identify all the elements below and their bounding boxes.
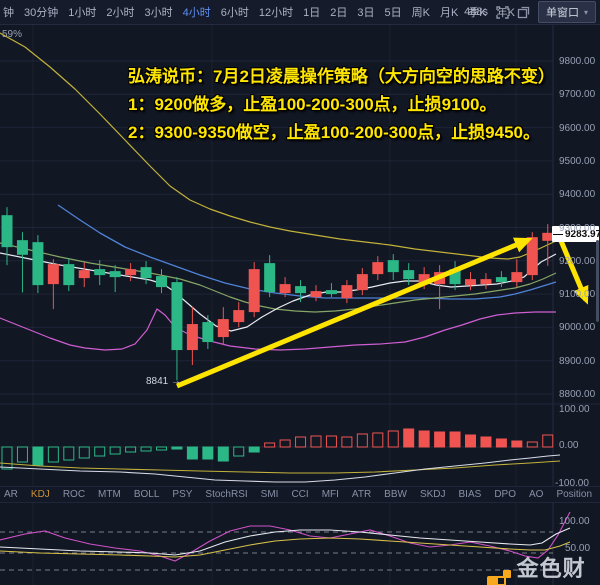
indicator-tab-MTM[interactable]: MTM — [98, 489, 121, 500]
timeframe-3日[interactable]: 3日 — [357, 7, 375, 19]
indicator-tab-AR[interactable]: AR — [4, 489, 18, 500]
low-price-callout: 8841 → — [146, 376, 182, 387]
last-price-value: 9283.97 — [565, 228, 600, 240]
timeframe-30分钟[interactable]: 30分钟 — [24, 7, 59, 19]
kdj-lines — [0, 511, 571, 571]
indicator-tab-Position[interactable]: Position — [556, 489, 593, 500]
indicator-tab-BBW[interactable]: BBW — [384, 489, 407, 500]
oscillator-tick: 0.00 — [559, 440, 579, 451]
watermark-text: 金色财经 — [516, 556, 586, 581]
timeframe-1日[interactable]: 1日 — [303, 7, 321, 19]
chevron-down-icon: ▾ — [583, 7, 588, 17]
timeframe-5日[interactable]: 5日 — [384, 7, 402, 19]
candle-countdown: 488s — [464, 6, 488, 18]
percent-readout: 59% — [2, 29, 23, 40]
main-chart-canvas[interactable] — [0, 24, 600, 585]
indicator-tab-AO[interactable]: AO — [528, 489, 544, 500]
indicator-tab-CCI[interactable]: CCI — [291, 489, 309, 500]
timeframe-12小时[interactable]: 12小时 — [258, 7, 294, 19]
price-tick: 9300.00 — [559, 222, 596, 234]
window-mode-label: 单窗口 — [545, 7, 579, 19]
new-window-icon[interactable] — [517, 6, 530, 19]
oscillator-tick: -100.00 — [555, 478, 589, 489]
indicator-tab-PSY[interactable]: PSY — [172, 489, 193, 500]
indicator-tab-DPO[interactable]: DPO — [494, 489, 516, 500]
strategy-annotation: 弘涛说币：7月2日凌晨操作策略（大方向空的思路不变） 1：9200做多，止盈10… — [128, 63, 555, 147]
oscillator-tick: 100.00 — [559, 404, 590, 415]
indicator-tab-ATR[interactable]: ATR — [351, 489, 372, 500]
annotation-line-3: 2：9300-9350做空，止盈100-200-300点，止损9450。 — [128, 123, 540, 142]
gridlines — [0, 24, 600, 585]
watermark: 金色财经 — [487, 551, 600, 585]
timeframe-6小时[interactable]: 6小时 — [220, 7, 249, 19]
timeframe-年K[interactable]: 年K — [496, 7, 515, 19]
timeframe-list: 钟 30分钟 1小时 2小时 3小时 4小时 6小时 12小时 1日 2日 3日 5日 周K 月K 季K 年K — [0, 4, 515, 20]
price-tick: 9800.00 — [559, 56, 596, 67]
price-tick: 9000.00 — [559, 322, 596, 334]
fullscreen-icon[interactable] — [496, 5, 509, 19]
overlay-band_yellow — [0, 32, 557, 260]
jinse-logo-icon — [487, 569, 511, 585]
timeframe-季K[interactable]: 季K — [468, 7, 487, 19]
price-tick: 9400.00 — [559, 189, 596, 201]
indicator-tab-StochRSI[interactable]: StochRSI — [205, 489, 248, 500]
indicator-tab-MFI[interactable]: MFI — [321, 489, 339, 500]
last-price-tag: — 9283.97 — [552, 226, 600, 242]
timeframe-周K[interactable]: 周K — [411, 7, 430, 19]
indicator-tab-KDJ[interactable]: KDJ — [30, 489, 50, 500]
kdj-tick: 100.00 — [559, 516, 590, 527]
kdj-tick: 50.00 — [565, 543, 591, 554]
indicator-tab-ROC[interactable]: ROC — [62, 489, 86, 500]
price-tick: 9700.00 — [559, 89, 596, 101]
timeframe-3小时[interactable]: 3小时 — [144, 7, 173, 19]
price-tick: 9200.00 — [559, 255, 596, 267]
timeframe-toolbar: 钟 30分钟 1小时 2小时 3小时 4小时 6小时 12小时 1日 2日 3日 5日 周K 月K 季K 年K… — [0, 0, 600, 25]
axis-scrollbar-thumb[interactable] — [596, 240, 599, 322]
timeframe-1小时[interactable]: 1小时 — [68, 7, 97, 19]
price-tick: 9500.00 — [559, 155, 596, 167]
timeframe-2小时[interactable]: 2小时 — [106, 7, 135, 19]
indicator-tab-bar: AR KDJ ROC MTM BOLL PSY StochRSI SMI CCI MFI ATR BB… — [0, 486, 600, 503]
timeframe-2日[interactable]: 2日 — [330, 7, 348, 19]
toolbar-right-group: 488s 单窗口 ▾ — [464, 0, 596, 24]
overlay-ma_blue — [57, 204, 557, 300]
overlay-band_magenta — [0, 308, 556, 351]
price-tick: 9100.00 — [559, 289, 596, 301]
last-price-dash: — — [553, 228, 563, 240]
price-tick: 8900.00 — [559, 355, 596, 367]
indicator-tab-BOLL[interactable]: BOLL — [133, 489, 160, 500]
timeframe-钟[interactable]: 钟 — [3, 7, 14, 19]
price-tick: 8800.00 — [559, 389, 596, 400]
price-tick: 9600.00 — [559, 122, 596, 134]
annotation-line-2: 1：9200做多，止盈100-200-300点，止损9100。 — [128, 95, 497, 114]
volume-histogram — [0, 428, 561, 483]
timeframe-4小时[interactable]: 4小时 — [182, 7, 211, 19]
indicator-tab-SKDJ[interactable]: SKDJ — [419, 489, 446, 500]
window-mode-dropdown[interactable]: 单窗口 ▾ — [537, 1, 596, 23]
timeframe-月K[interactable]: 月K — [439, 7, 459, 19]
indicator-tab-BIAS[interactable]: BIAS — [458, 489, 482, 500]
indicator-tab-SMI[interactable]: SMI — [260, 489, 279, 500]
annotation-line-1: 弘涛说币：7月2日凌晨操作策略（大方向空的思路不变） — [128, 67, 555, 86]
